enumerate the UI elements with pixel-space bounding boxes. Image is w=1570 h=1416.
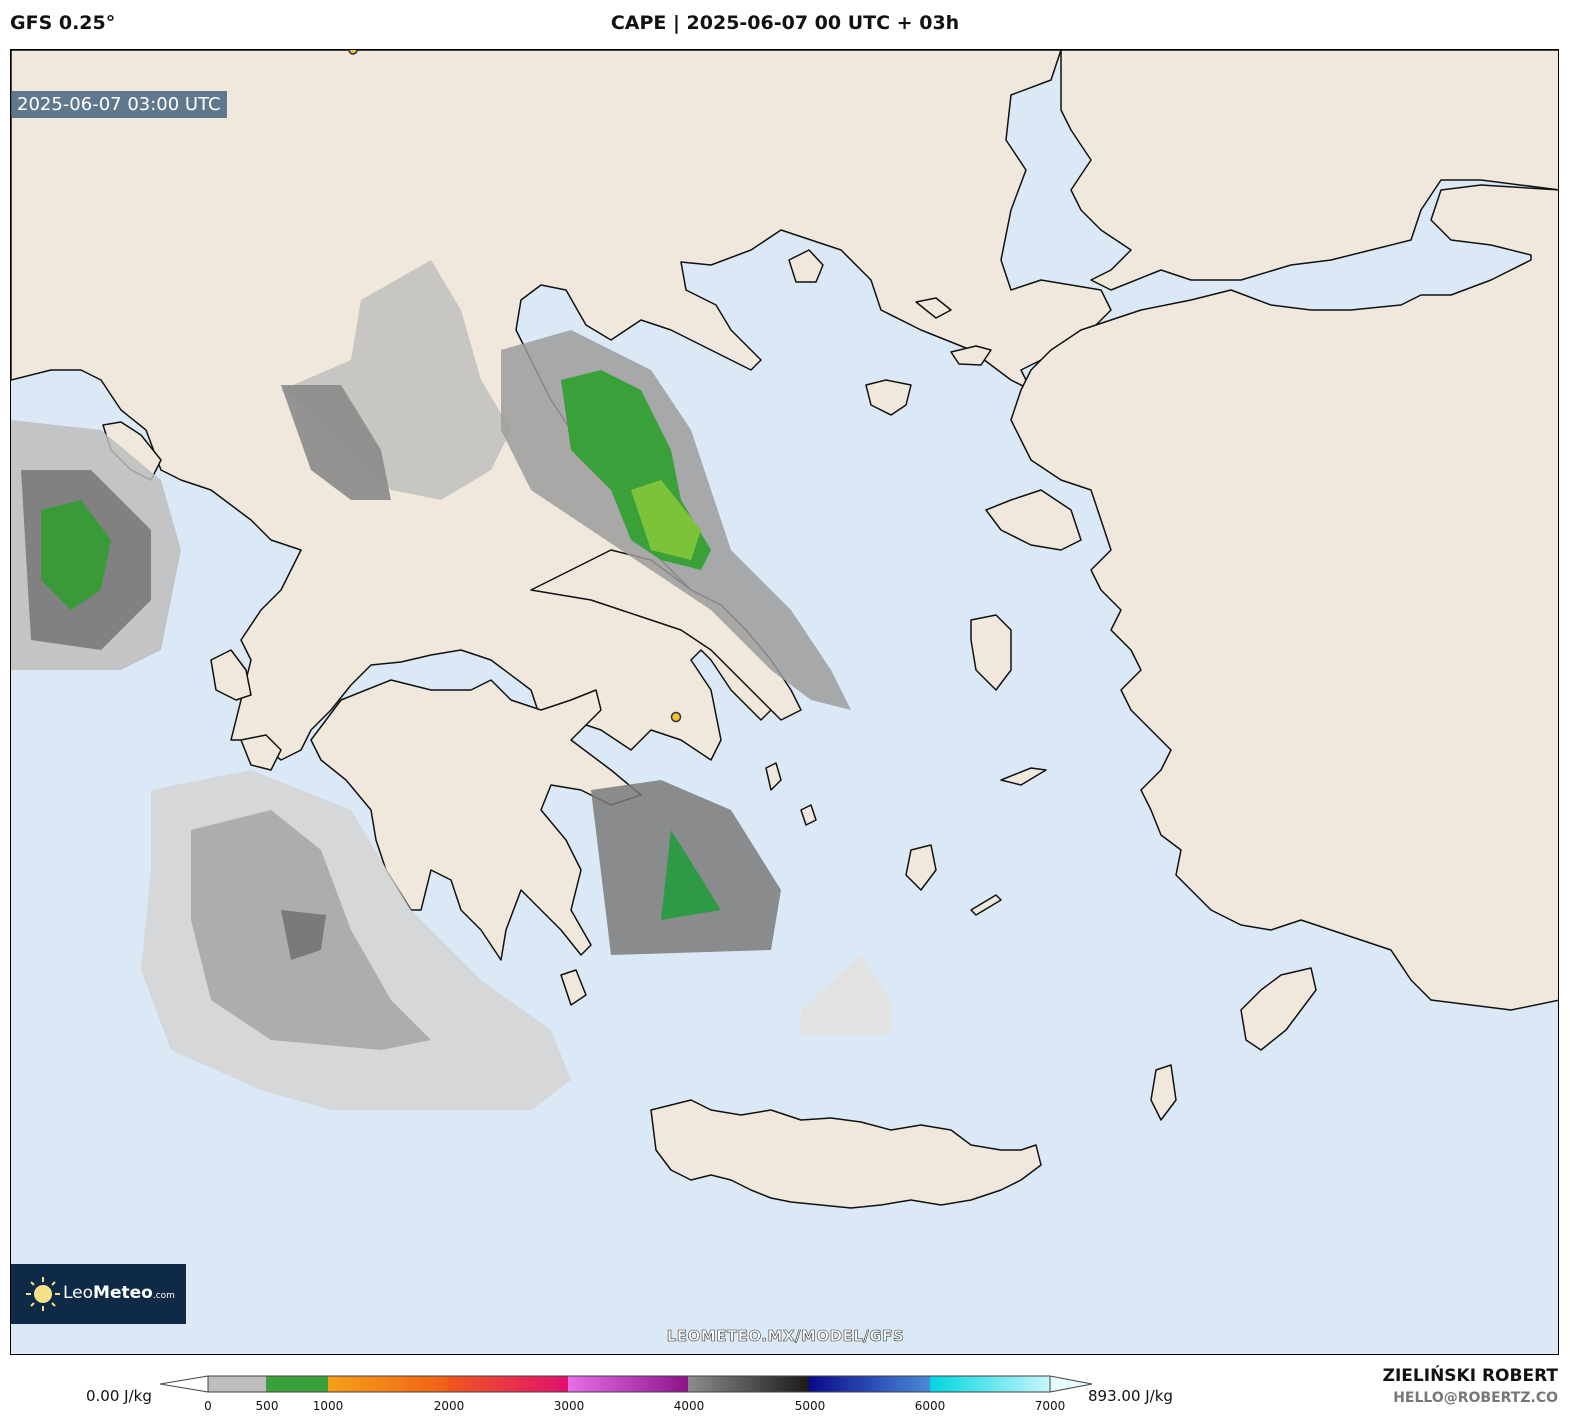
- author-name: ZIELIŃSKI ROBERT: [1382, 1366, 1558, 1386]
- cape-north-dark: [281, 385, 391, 500]
- cape-green-west: [41, 500, 111, 610]
- watermark-url: LEOMETEO.MX/MODEL/GFS: [666, 1327, 905, 1346]
- logo-text: LeoMeteo.com: [63, 1283, 175, 1303]
- thrace-land: [1060, 50, 1558, 291]
- colorbar-max-label: 893.00 J/kg: [1088, 1387, 1173, 1405]
- sun-icon: [26, 1277, 60, 1311]
- colorbar-tick-0: 0: [204, 1399, 212, 1413]
- cape-layer: [11, 260, 891, 1110]
- model-label: GFS 0.25°: [10, 12, 116, 34]
- city-marker-athens: [670, 711, 682, 723]
- lesbos-land: [985, 489, 1082, 551]
- tinos-land: [800, 804, 817, 826]
- city-markers: [348, 50, 682, 723]
- crete-land: [650, 1099, 1042, 1209]
- city-marker-north: [348, 50, 358, 55]
- cape-light-south: [801, 955, 891, 1035]
- cape-dark-ionian: [281, 910, 326, 960]
- colorbar-max-extension: [1049, 1375, 1093, 1393]
- colorbar-min-label: 0.00 J/kg: [86, 1387, 152, 1405]
- colorbar-tick-5000: 5000: [794, 1399, 826, 1413]
- andros-land: [765, 762, 782, 791]
- rhodes-land: [1240, 967, 1317, 1051]
- samos-land: [1000, 767, 1047, 786]
- colorbar-band-6000-7000: [930, 1376, 1050, 1392]
- milos-land: [560, 969, 587, 1006]
- colorbar-band-500-1000: [266, 1376, 328, 1392]
- peloponnese-land: [310, 679, 642, 961]
- colorbar-tick-3000: 3000: [553, 1399, 585, 1413]
- leometeo-logo: LeoMeteo.com: [11, 1264, 186, 1324]
- map-panel: 2025-06-07 03:00 UTC LeoMeteo.com LEOMET…: [10, 49, 1559, 1355]
- anatolia-land: [1010, 184, 1558, 1011]
- colorbar-tick-2000: 2000: [433, 1399, 465, 1413]
- colorbar-tick-1000: 1000: [312, 1399, 344, 1413]
- colorbar-tick-500: 500: [255, 1399, 279, 1413]
- colorbar: [160, 1375, 1093, 1393]
- lemnos-land: [865, 379, 912, 416]
- chios-land: [970, 614, 1012, 691]
- land-layer: [11, 50, 1558, 1209]
- colorbar-band-0-500: [208, 1376, 266, 1392]
- colorbar-tick-4000: 4000: [673, 1399, 705, 1413]
- map-canvas: [11, 50, 1558, 1209]
- cape-aegean-green: [661, 830, 721, 920]
- colorbar-band-3000-4000: [568, 1376, 688, 1392]
- colorbar-band-1000-2000: [328, 1376, 448, 1392]
- author-email: HELLO@ROBERTZ.CO: [1393, 1390, 1558, 1406]
- karpathos-land: [1150, 1064, 1177, 1121]
- samothrace-land: [915, 297, 952, 319]
- colorbar-band-2000-3000: [448, 1376, 568, 1392]
- imbros-land: [950, 345, 992, 366]
- colorbar-band-4000-5000: [688, 1376, 809, 1392]
- thasos-land: [788, 249, 824, 283]
- chart-title: CAPE | 2025-06-07 00 UTC + 03h: [610, 12, 960, 34]
- zakynthos-land: [240, 734, 282, 771]
- naxos-land: [905, 844, 937, 891]
- kefalonia-land: [210, 649, 252, 701]
- colorbar-tick-6000: 6000: [914, 1399, 946, 1413]
- cape-thessaly-lightgreen: [631, 480, 701, 560]
- valid-time-label: 2025-06-07 03:00 UTC: [11, 91, 227, 118]
- colorbar-tick-7000: 7000: [1034, 1399, 1066, 1413]
- kos-land: [970, 894, 1002, 916]
- cape-north-grey: [281, 260, 511, 500]
- colorbar-band-5000-6000: [809, 1376, 930, 1392]
- colorbar-min-extension: [160, 1375, 209, 1393]
